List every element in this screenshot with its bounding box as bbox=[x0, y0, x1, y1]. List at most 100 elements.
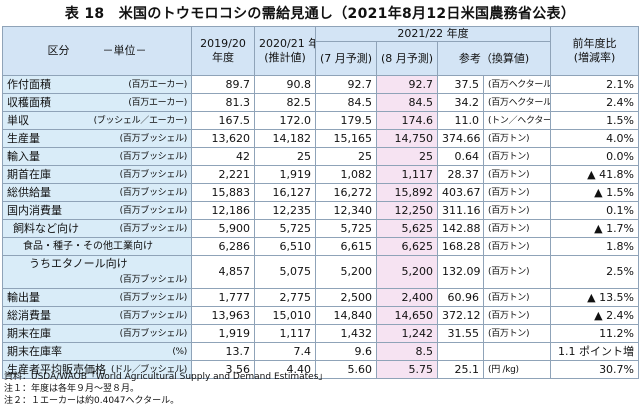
row-label: 輸出量 (百万ブッシェル) bbox=[2, 288, 192, 307]
row-item: 期首在庫 bbox=[7, 167, 51, 181]
cell-jul: 15,165 bbox=[315, 129, 377, 148]
row-item: 食品・種子・その他工業向け bbox=[23, 241, 153, 252]
cell-ref-unit: (百万トン) bbox=[482, 255, 552, 289]
table-row: 飼料など向け (百万ブッシェル) 5,900 5,725 5,725 5,625 142.8… bbox=[2, 219, 640, 238]
cell-ref: 142.88 bbox=[437, 219, 484, 238]
cell-ref: 374.66 bbox=[437, 129, 484, 148]
cell-2020: 5,075 bbox=[254, 255, 316, 289]
row-label: 輸入量 (百万ブッシェル) bbox=[2, 147, 192, 166]
table-row: 総消費量 (百万ブッシェル) 13,963 15,010 14,840 14,650 372… bbox=[2, 306, 640, 325]
cell-2019: 1,777 bbox=[191, 288, 255, 307]
row-label: 期末在庫率 (%) bbox=[2, 342, 192, 361]
cell-2020: 25 bbox=[254, 147, 316, 166]
row-item: 飼料など向け bbox=[13, 221, 79, 235]
cell-2020: 5,725 bbox=[254, 219, 316, 238]
note-2: 注２：１エーカーは約0.4047ヘクタール。 bbox=[4, 396, 180, 406]
cell-ref-unit: (百万トン) bbox=[482, 306, 552, 325]
cell-2019: 4,857 bbox=[191, 255, 255, 289]
cell-yoy: ▲ 2.4% bbox=[550, 306, 640, 325]
table-row: 輸入量 (百万ブッシェル) 42 25 25 25 0.64 (百万トン) 0.0% bbox=[2, 147, 640, 166]
row-unit: (百万ブッシェル) bbox=[119, 133, 188, 144]
cell-aug: 8.5 bbox=[376, 342, 438, 361]
row-unit: (百万ブッシェル) bbox=[119, 223, 188, 234]
row-label: 国内消費量 (百万ブッシェル) bbox=[2, 201, 192, 220]
cell-2019: 13,963 bbox=[191, 306, 255, 325]
cell-jul: 1,432 bbox=[315, 324, 377, 343]
row-item: 輸入量 bbox=[7, 149, 40, 163]
cell-2019: 5,900 bbox=[191, 219, 255, 238]
cell-ref: 132.09 bbox=[437, 255, 484, 289]
cell-aug: 5,200 bbox=[376, 255, 438, 289]
cell-2019: 3.56 bbox=[191, 360, 255, 379]
cell-jul: 92.7 bbox=[315, 75, 377, 94]
cell-ref: 34.2 bbox=[437, 93, 484, 112]
row-unit: (百万ブッシェル) bbox=[119, 187, 188, 198]
cell-2019: 6,286 bbox=[191, 237, 255, 256]
cell-yoy: 11.2% bbox=[550, 324, 640, 343]
cell-aug: 5.75 bbox=[376, 360, 438, 379]
row-unit: (百万ブッシェル) bbox=[119, 151, 188, 162]
cell-2019: 89.7 bbox=[191, 75, 255, 94]
cell-ref: 0.64 bbox=[437, 147, 484, 166]
cell-yoy: 4.0% bbox=[550, 129, 640, 148]
cell-2020: 172.0 bbox=[254, 111, 316, 130]
cell-yoy: 30.7% bbox=[550, 360, 640, 379]
row-item: 輸出量 bbox=[7, 290, 40, 304]
row-label: 総供給量 (百万ブッシェル) bbox=[2, 183, 192, 202]
cell-ref-unit bbox=[482, 342, 552, 361]
cell-ref: 311.16 bbox=[437, 201, 484, 220]
cell-2020: 16,127 bbox=[254, 183, 316, 202]
row-item: 国内消費量 bbox=[7, 203, 62, 217]
cell-ref-unit: (百万トン) bbox=[482, 201, 552, 220]
source-note: 資料：USDA/WAOB「World Agricultural Supply a… bbox=[4, 372, 328, 382]
cell-yoy: ▲ 1.5% bbox=[550, 183, 640, 202]
row-unit: (百万エーカー) bbox=[128, 79, 187, 90]
row-unit: (ブッシェル／エーカー) bbox=[93, 115, 188, 126]
cell-ref-unit: (百万トン) bbox=[482, 237, 552, 256]
cell-aug: 1,117 bbox=[376, 165, 438, 184]
header-jul: (7 月予測) bbox=[315, 41, 377, 76]
cell-aug: 6,625 bbox=[376, 237, 438, 256]
note-1: 注１：年度は各年９月～翌８月。 bbox=[4, 384, 140, 394]
cell-2019: 42 bbox=[191, 147, 255, 166]
cell-aug: 1,242 bbox=[376, 324, 438, 343]
row-item: 収穫面積 bbox=[7, 95, 51, 109]
cell-ref-unit: (百万トン) bbox=[482, 288, 552, 307]
row-item: 総消費量 bbox=[7, 308, 51, 322]
cell-ref: 28.37 bbox=[437, 165, 484, 184]
cell-jul: 179.5 bbox=[315, 111, 377, 130]
cell-2020: 7.4 bbox=[254, 342, 316, 361]
row-item: 生産者平均販売価格 bbox=[7, 362, 106, 376]
cell-2019: 2,221 bbox=[191, 165, 255, 184]
cell-ref-unit: (百万トン) bbox=[482, 324, 552, 343]
cell-ref: 403.67 bbox=[437, 183, 484, 202]
cell-2019: 13,620 bbox=[191, 129, 255, 148]
cell-jul: 5,725 bbox=[315, 219, 377, 238]
row-unit: (百万ブッシェル) bbox=[119, 310, 188, 321]
cell-2020: 90.8 bbox=[254, 75, 316, 94]
cell-ref-unit: (トン／ヘクタール) bbox=[482, 111, 552, 130]
cell-aug: 5,625 bbox=[376, 219, 438, 238]
cell-ref: 31.55 bbox=[437, 324, 484, 343]
cell-2020: 14,182 bbox=[254, 129, 316, 148]
cell-yoy: 1.8% bbox=[550, 237, 640, 256]
row-label: 単収 (ブッシェル／エーカー) bbox=[2, 111, 192, 130]
cell-2020: 1,117 bbox=[254, 324, 316, 343]
row-unit: (百万ブッシェル) bbox=[119, 292, 188, 303]
row-item: 期末在庫 bbox=[7, 326, 51, 340]
cell-yoy: 0.1% bbox=[550, 201, 640, 220]
cell-2020: 12,235 bbox=[254, 201, 316, 220]
table-row: 総供給量 (百万ブッシェル) 15,883 16,127 16,272 15,892 403… bbox=[2, 183, 640, 202]
table-row: 食品・種子・その他工業向け 6,286 6,510 6,615 6,625 168.28(… bbox=[2, 237, 640, 256]
row-label: 収穫面積 (百万エーカー) bbox=[2, 93, 192, 112]
cell-jul: 25 bbox=[315, 147, 377, 166]
cell-aug: 84.5 bbox=[376, 93, 438, 112]
cell-yoy: ▲ 1.7% bbox=[550, 219, 640, 238]
cell-2019: 15,883 bbox=[191, 183, 255, 202]
header-yoy-label: 前年度比 bbox=[572, 37, 617, 50]
cell-jul: 84.5 bbox=[315, 93, 377, 112]
header-2019: 2019/20 年度 bbox=[191, 26, 255, 76]
cell-2019: 167.5 bbox=[191, 111, 255, 130]
cell-ref-unit: (百万トン) bbox=[482, 183, 552, 202]
cell-jul: 1,082 bbox=[315, 165, 377, 184]
